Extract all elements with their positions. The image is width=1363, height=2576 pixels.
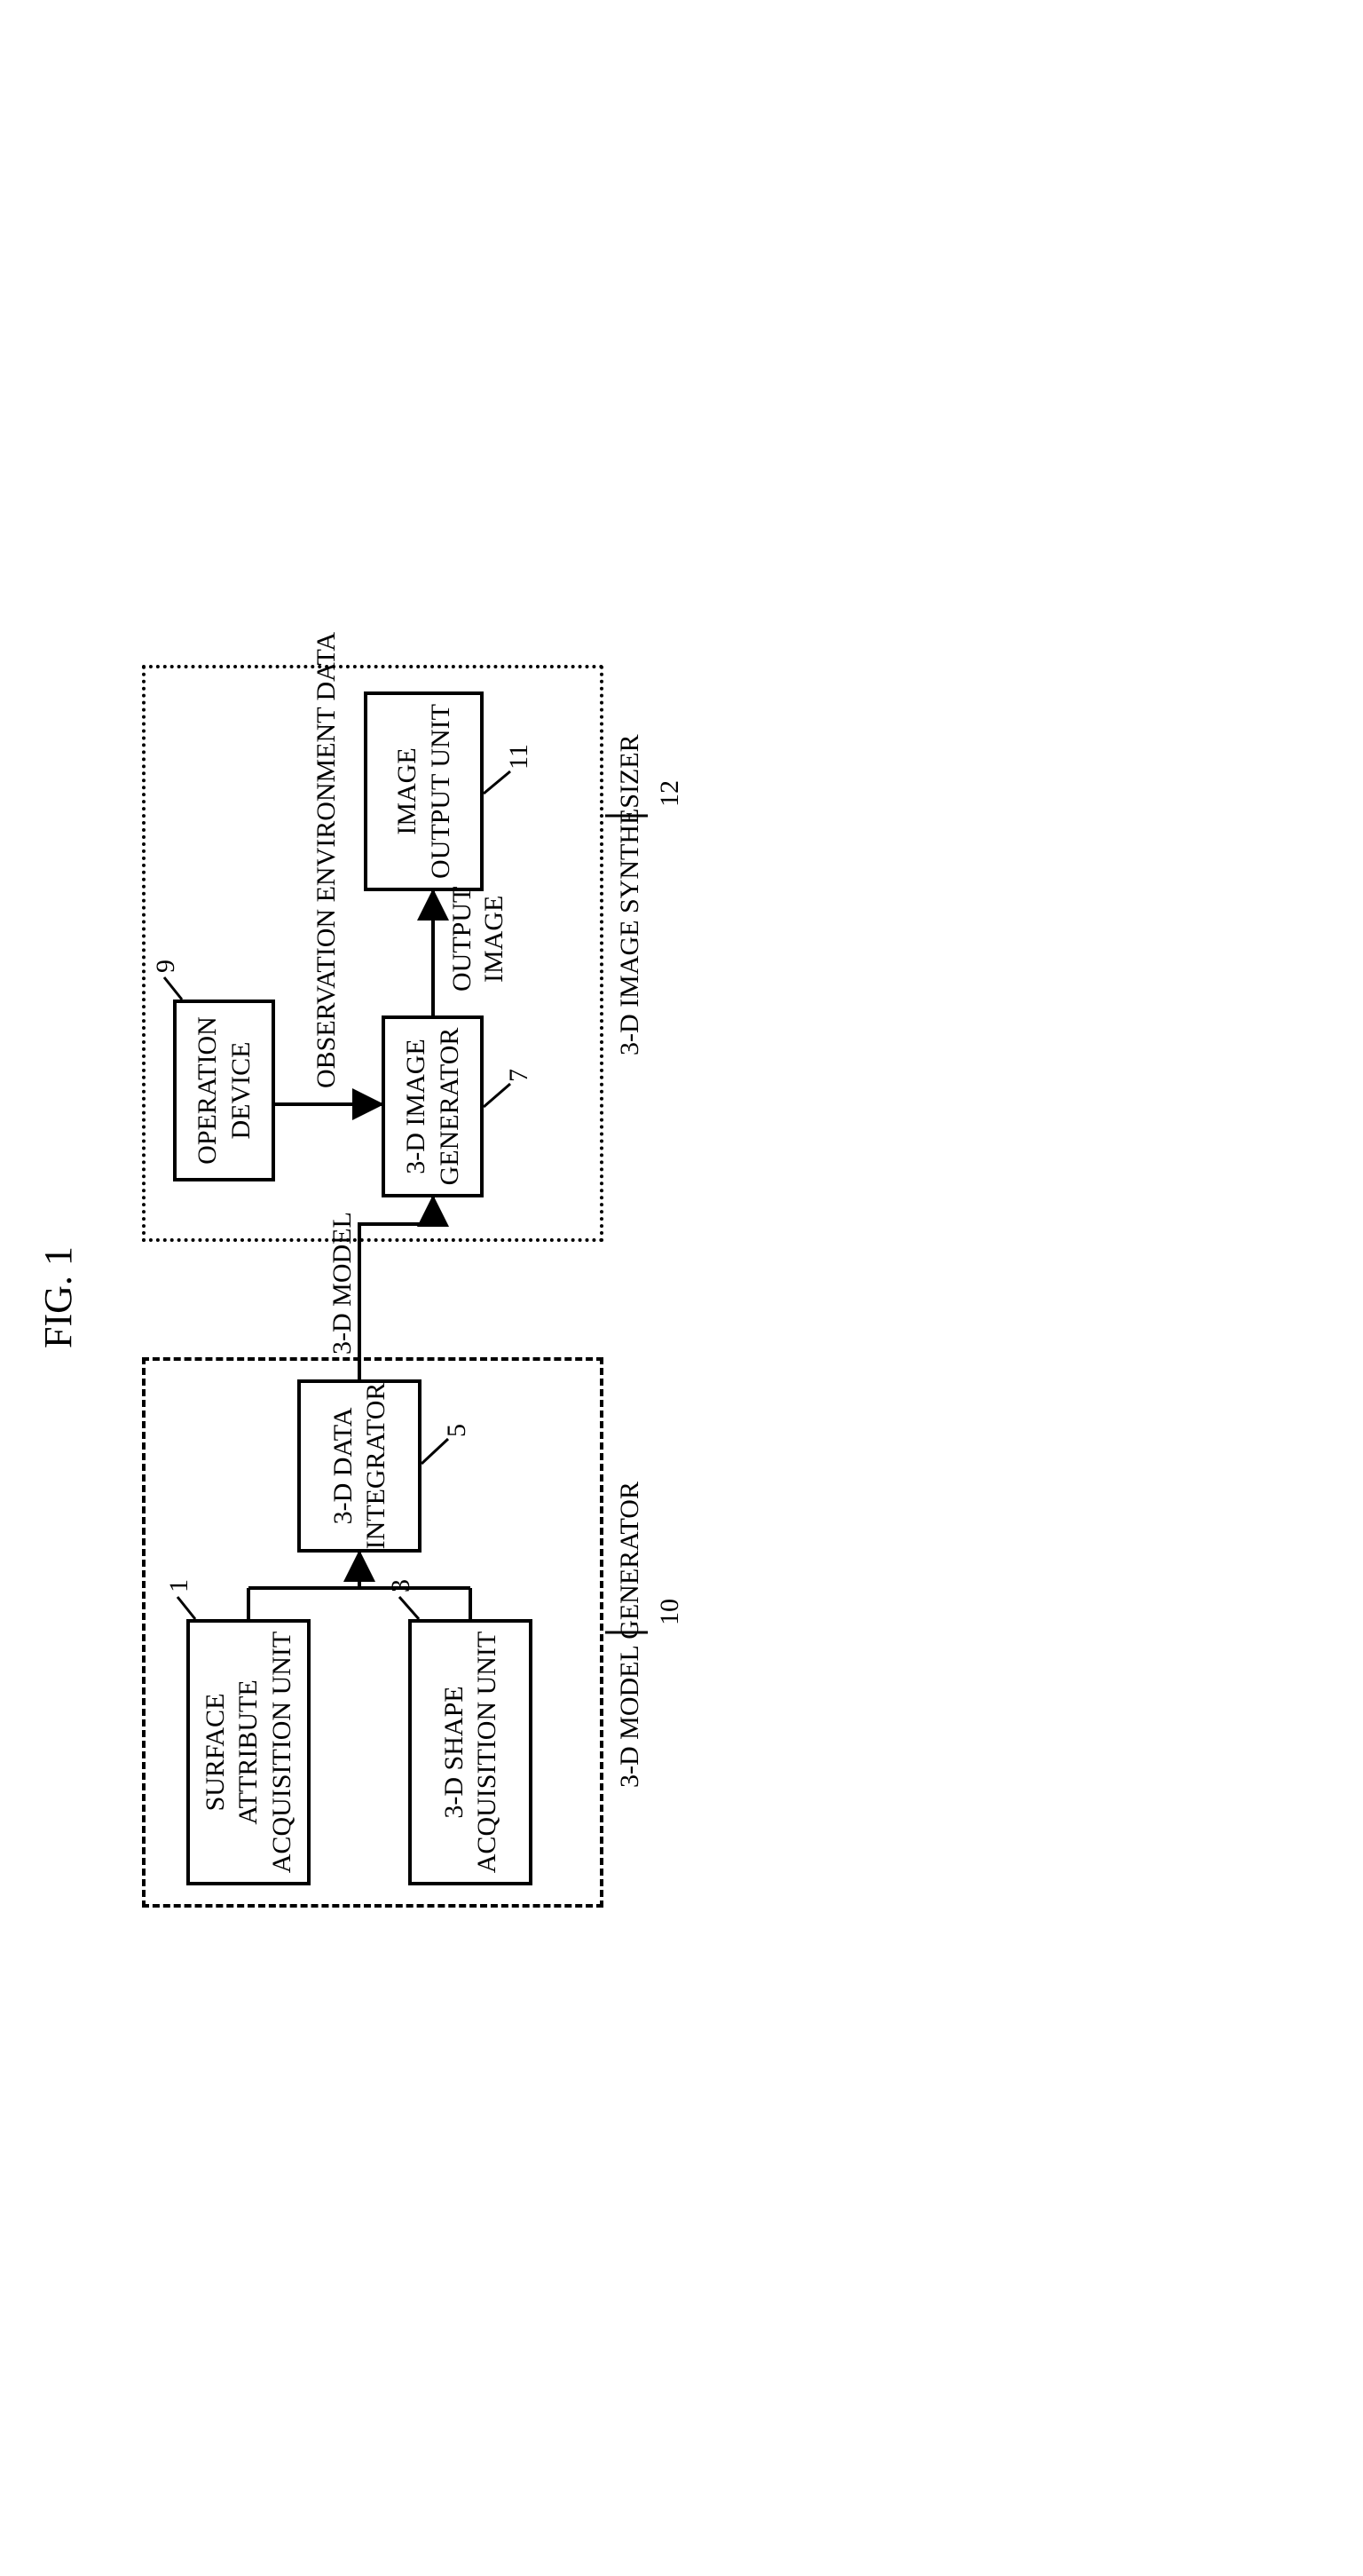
diagram-wires [0,606,1363,1970]
